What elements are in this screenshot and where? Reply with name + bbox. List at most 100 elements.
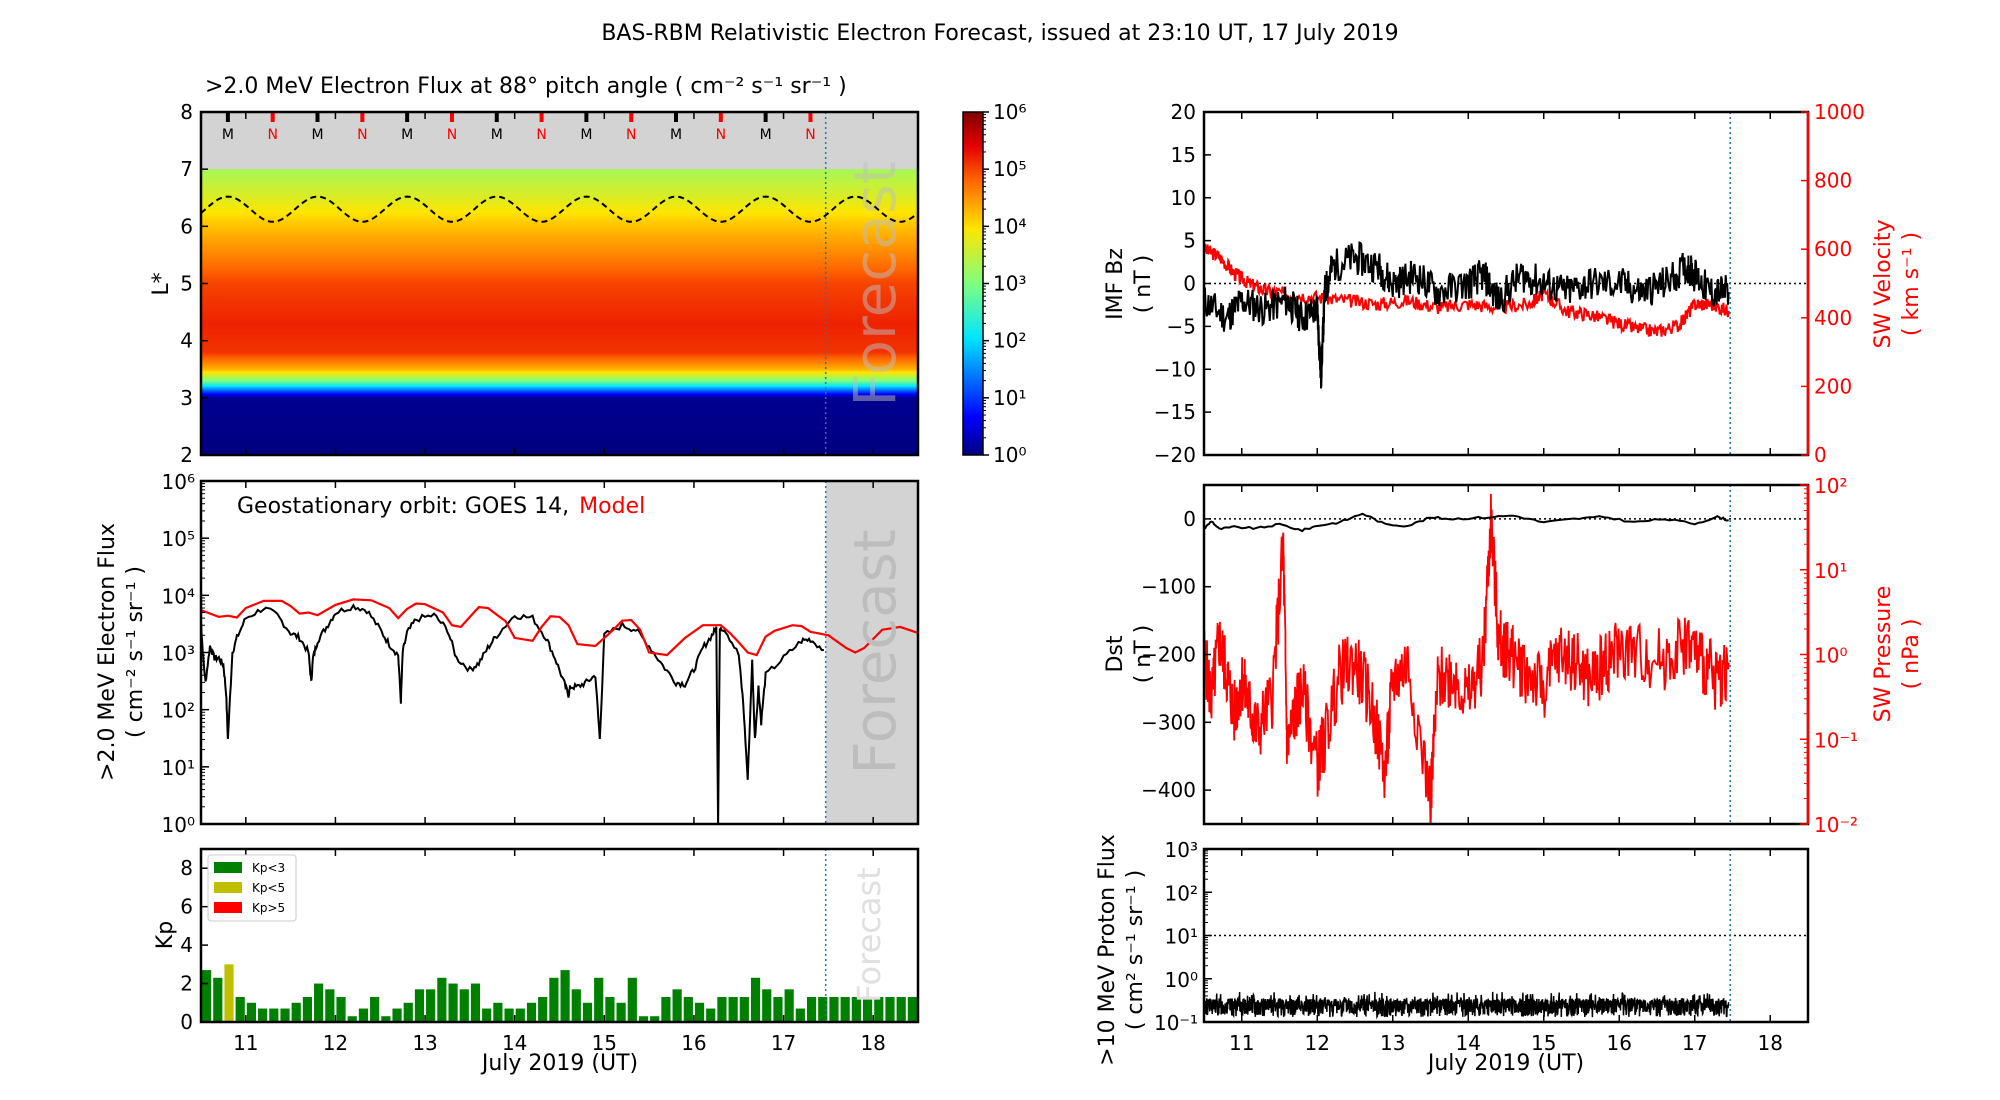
heatmap-row — [201, 380, 918, 383]
y-tick-label: −10 — [1154, 357, 1196, 381]
kp-bar — [493, 1002, 503, 1022]
heatmap-row — [201, 198, 918, 201]
heatmap-row — [201, 305, 918, 307]
x-tick-label: 12 — [1305, 1031, 1330, 1055]
heatmap-row — [201, 387, 918, 390]
mn-marker-label: M — [222, 127, 234, 143]
heatmap-row — [201, 451, 918, 454]
y-tick-label: −5 — [1167, 314, 1196, 338]
heatmap-row — [201, 261, 918, 264]
heatmap-row — [201, 317, 918, 320]
sw-pressure-line — [1204, 493, 1730, 824]
colorbar-ticks: 10⁰ 10¹ 10² 10³ 10⁴ 10⁵ 10⁶ — [983, 100, 1026, 467]
heatmap-row — [201, 348, 918, 351]
axes-kp: 11 12 13 14 15 16 17 18 0 2 4 6 8 — [180, 847, 920, 1055]
heatmap-row — [201, 229, 918, 232]
heatmap-row — [201, 349, 918, 352]
heatmap-row — [201, 347, 918, 350]
kp-bar — [874, 997, 884, 1022]
kp-bar — [392, 1008, 402, 1022]
heatmap-row — [201, 446, 918, 449]
heatmap-row — [201, 192, 918, 194]
geo-flux-series — [201, 598, 918, 824]
heatmap-row — [201, 249, 918, 251]
y-tick-label: 3 — [180, 386, 193, 410]
kp-bar — [482, 1008, 492, 1022]
heatmap-row — [201, 307, 918, 310]
y-right-tick-label: 1000 — [1814, 100, 1865, 124]
ylabel-proton-2: ( cm² s⁻¹ sr⁻¹ ) — [1123, 870, 1148, 1030]
heatmap-row — [201, 410, 918, 413]
heatmap-row — [201, 350, 918, 353]
kp-bar — [571, 989, 581, 1022]
heatmap-row — [201, 314, 918, 317]
heatmap-row — [201, 173, 918, 176]
kp-bar — [784, 989, 794, 1022]
kp-bar — [459, 989, 469, 1022]
heatmap-row — [201, 419, 918, 422]
y-tick-label: 5 — [180, 272, 193, 296]
imf-sw-series — [1204, 241, 1808, 389]
ylabel-dst-1: Dst — [1103, 635, 1128, 672]
forecast-label-kp: Forecast — [850, 867, 888, 1002]
heatmap-row — [201, 225, 918, 227]
heatmap-row — [201, 264, 918, 266]
kp-bar — [336, 997, 346, 1022]
x-tick-label: 15 — [592, 1031, 617, 1055]
kp-bar — [706, 1008, 716, 1022]
heatmap-row — [201, 427, 918, 430]
y-tick-label: 10¹ — [162, 756, 195, 780]
heatmap-row — [201, 444, 918, 447]
heatmap-row — [201, 362, 918, 365]
heatmap-row — [201, 336, 918, 338]
legend-label: Kp>5 — [252, 901, 285, 915]
heatmap-row — [201, 267, 918, 270]
y-tick-label: 6 — [180, 214, 193, 238]
heatmap-row — [201, 220, 918, 223]
kp-bar — [885, 997, 895, 1022]
kp-bar — [650, 1016, 660, 1022]
heatmap-row — [201, 300, 918, 303]
heatmap-row — [201, 361, 918, 363]
heatmap-row — [201, 292, 918, 295]
heatmap-row — [201, 243, 918, 246]
kp-bar — [213, 977, 223, 1022]
xlabel-proton: July 2019 (UT) — [1426, 1051, 1584, 1076]
colorbar-tick-label: 10³ — [993, 272, 1026, 296]
y-tick-label: 7 — [180, 157, 193, 181]
heatmap-row — [201, 204, 918, 207]
heatmap-row — [201, 433, 918, 436]
heatmap-row — [201, 236, 918, 239]
ylabel-geo-flux-1: >2.0 MeV Electron Flux — [95, 523, 120, 781]
kp-bar — [246, 1002, 256, 1022]
heatmap-row — [201, 381, 918, 384]
heatmap-row — [201, 334, 918, 337]
ylabel-sw-pressure-1: SW Pressure — [1871, 586, 1896, 723]
x-tick-label: 12 — [323, 1031, 348, 1055]
forecast-label-geo: Forecast — [841, 529, 909, 774]
kp-bar — [448, 983, 458, 1022]
dst-pressure-series — [1204, 493, 1808, 824]
y-tick-label: 8 — [180, 100, 193, 124]
heatmap-row — [201, 340, 918, 343]
y-tick-label: 10³ — [162, 642, 195, 666]
heatmap-row — [201, 217, 918, 219]
axes-dst: −400 −300 −200 −100 0 10⁻² 10⁻¹ 10⁰ 10¹ 10² — [1141, 474, 1858, 837]
plasmapause-line — [201, 195, 918, 223]
heatmap-row — [201, 355, 918, 358]
axes-geo-flux: 10⁰ 10¹ 10² 10³ 10⁴ 10⁵ 10⁶ — [162, 470, 920, 837]
heatmap-row — [201, 260, 918, 263]
x-tick-label: 11 — [233, 1031, 258, 1055]
kp-bar — [739, 997, 749, 1022]
kp-bar — [470, 983, 481, 1022]
y-tick-label: −15 — [1154, 400, 1196, 424]
heatmap-row — [201, 411, 918, 414]
heatmap-row — [201, 390, 918, 393]
kp-bar — [560, 970, 570, 1022]
kp-bar — [437, 977, 447, 1022]
heatmap-row — [201, 379, 918, 382]
panel-geo-flux: 10⁰ 10¹ 10² 10³ 10⁴ 10⁵ 10⁶ Geostationary orbi… — [95, 470, 920, 837]
heatmap-row — [201, 363, 918, 366]
kp-bar — [851, 997, 861, 1022]
kp-bar — [594, 977, 604, 1022]
